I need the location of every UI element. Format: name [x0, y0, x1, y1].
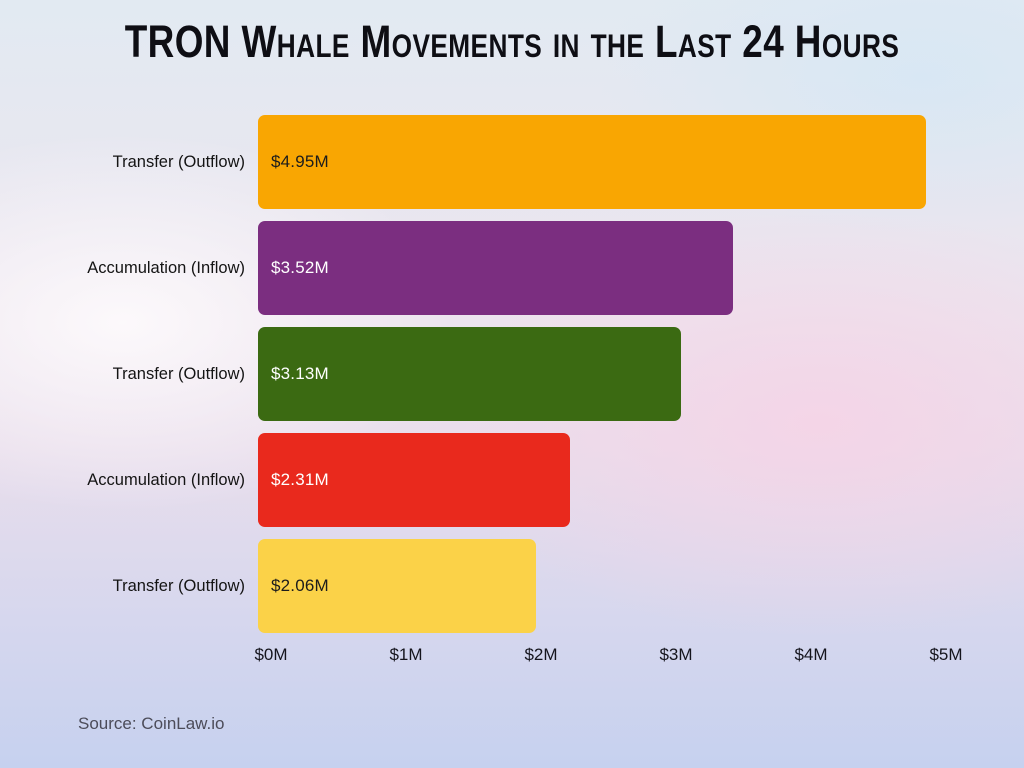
chart-row: Transfer (Outflow) $3.13M: [15, 327, 958, 421]
bar-track: $3.52M: [258, 221, 958, 315]
chart-row: Transfer (Outflow) $4.95M: [15, 115, 958, 209]
chart-row: Transfer (Outflow) $2.06M: [15, 539, 958, 633]
bar-track: $4.95M: [258, 115, 958, 209]
source-credit: Source: CoinLaw.io: [78, 714, 225, 733]
bar-track: $2.31M: [258, 433, 958, 527]
chart-row: Accumulation (Inflow) $2.31M: [15, 433, 958, 527]
x-axis: $0M $1M $2M $3M $4M $5M: [254, 645, 962, 675]
category-label: Transfer (Outflow): [112, 576, 245, 595]
bar: $2.06M: [258, 539, 537, 633]
category-label: Transfer (Outflow): [112, 364, 245, 383]
bar-track: $2.06M: [258, 539, 958, 633]
value-label: $4.95M: [271, 152, 329, 171]
bar: $2.31M: [258, 433, 570, 527]
category-label: Accumulation (Inflow): [87, 470, 245, 489]
x-tick-label: $3M: [659, 645, 693, 664]
value-label: $3.52M: [271, 258, 329, 277]
bar: $3.13M: [258, 327, 681, 421]
value-label: $2.06M: [271, 576, 329, 595]
x-tick-label: $2M: [524, 645, 558, 664]
value-label: $2.31M: [271, 470, 329, 489]
x-tick-label: $4M: [794, 645, 828, 664]
category-label: Accumulation (Inflow): [87, 258, 245, 277]
bar: $4.95M: [258, 115, 927, 209]
x-tick-label: $5M: [929, 645, 963, 664]
bar-chart: Transfer (Outflow) $4.95M Accumulation (In…: [15, 115, 963, 675]
x-tick-label: $0M: [254, 645, 288, 664]
x-tick-label: $1M: [389, 645, 423, 664]
chart-rows: Transfer (Outflow) $4.95M Accumulation (In…: [15, 115, 958, 633]
bar-track: $3.13M: [258, 327, 958, 421]
chart-title: TRON Whale Movements in the Last 24 Hour…: [124, 16, 900, 67]
category-label: Transfer (Outflow): [112, 152, 245, 171]
value-label: $3.13M: [271, 364, 329, 383]
bar: $3.52M: [258, 221, 734, 315]
chart-row: Accumulation (Inflow) $3.52M: [15, 221, 958, 315]
